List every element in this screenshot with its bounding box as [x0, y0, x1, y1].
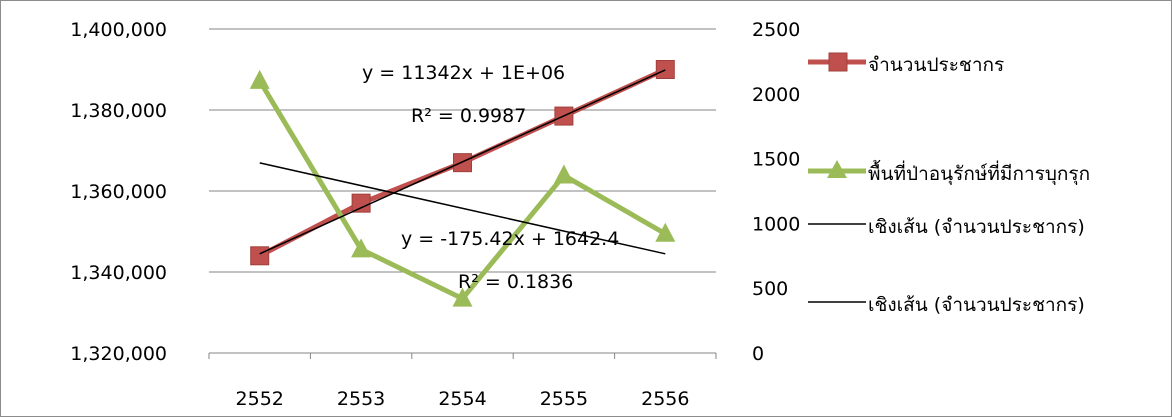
series-2-point: [249, 69, 270, 89]
trendline-1-r2: R² = 0.9987: [411, 105, 526, 127]
x-tick-label: 2555: [540, 388, 588, 410]
series-2-point: [655, 222, 676, 242]
trendline-1: [259, 69, 666, 255]
right-tick-label: 2500: [752, 19, 800, 41]
x-tick-label: 2552: [236, 388, 284, 410]
legend-item-forest: พื้นที่ป่าอนุรักษ์ที่มีการบุกรุก: [808, 160, 1090, 186]
x-axis-tick-labels: 2552 2553 2554 2555 2556: [208, 353, 717, 410]
gridlines: [209, 28, 716, 273]
right-axis-tick-labels: 0 500 1000 1500 2000 2500: [752, 19, 800, 365]
series-1-point: [250, 246, 270, 266]
trendline-2-equation: y = -175.42x + 1642.4: [401, 228, 619, 250]
trendline-layer: [259, 69, 666, 255]
right-tick-label: 1500: [752, 149, 800, 171]
left-axis-tick-labels: 1,320,000 1,340,000 1,360,000 1,380,000 1,40…: [70, 19, 167, 365]
series-2-point: [553, 164, 574, 184]
trendline-2: [259, 162, 666, 255]
left-tick-label: 1,360,000: [70, 181, 167, 203]
legend-label-forest: พื้นที่ป่าอนุรักษ์ที่มีการบุกรุก: [868, 160, 1090, 186]
series-1-point: [655, 60, 675, 79]
right-tick-label: 1000: [752, 213, 800, 235]
right-tick-label: 2000: [752, 84, 800, 106]
left-tick-label: 1,340,000: [70, 262, 167, 284]
trendline-1-equation: y = 11342x + 1E+06: [362, 62, 565, 84]
trendline-labels: y = 11342x + 1E+06 R² = 0.9987 y = -175.…: [362, 62, 619, 293]
legend-item-trend-2: เชิงเส้น (จำนวนประชากร): [808, 294, 1085, 316]
legend-item-trend-1: เชิงเส้น (จำนวนประชากร): [808, 216, 1085, 238]
legend: จำนวนประชากร พื้นที่ป่าอนุรักษ์ที่มีการบ…: [808, 52, 1090, 316]
x-tick-label: 2553: [337, 388, 385, 410]
legend-label-population: จำนวนประชากร: [868, 54, 1004, 76]
legend-label-trend-2: เชิงเส้น (จำนวนประชากร): [868, 294, 1085, 316]
trendline-2-r2: R² = 0.1836: [458, 271, 573, 293]
left-tick-label: 1,400,000: [70, 19, 167, 41]
series-1-point: [351, 193, 371, 213]
right-tick-label: 0: [752, 343, 764, 365]
x-tick-label: 2556: [641, 388, 689, 410]
right-tick-label: 500: [752, 278, 788, 300]
series-layer: [249, 60, 676, 307]
legend-marker-triangle: [827, 160, 847, 178]
legend-label-trend-1: เชิงเส้น (จำนวนประชากร): [868, 216, 1085, 238]
x-tick-label: 2554: [438, 388, 486, 410]
legend-item-population: จำนวนประชากร: [808, 52, 1004, 76]
left-tick-label: 1,320,000: [70, 343, 167, 365]
left-tick-label: 1,380,000: [70, 100, 167, 122]
series-2-point: [452, 287, 473, 307]
series-2-point: [351, 238, 372, 258]
legend-marker-square: [828, 52, 848, 72]
